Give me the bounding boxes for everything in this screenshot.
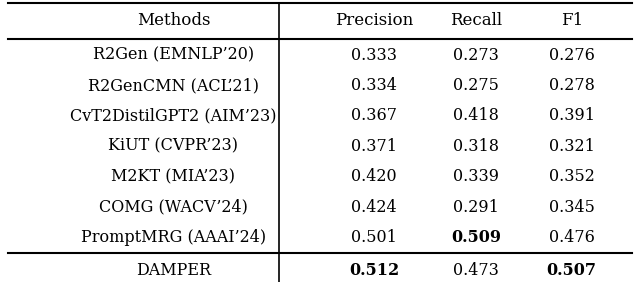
Text: R2GenCMN (ACL’21): R2GenCMN (ACL’21) — [88, 77, 259, 94]
Text: 0.509: 0.509 — [451, 229, 501, 246]
Text: R2Gen (EMNLP’20): R2Gen (EMNLP’20) — [93, 47, 254, 64]
Text: M2KT (MIA’23): M2KT (MIA’23) — [111, 168, 236, 185]
Text: DAMPER: DAMPER — [136, 262, 211, 279]
Text: 0.391: 0.391 — [548, 107, 595, 124]
Text: 0.418: 0.418 — [453, 107, 499, 124]
Text: 0.473: 0.473 — [453, 262, 499, 279]
Text: 0.507: 0.507 — [547, 262, 596, 279]
Text: 0.424: 0.424 — [351, 199, 397, 216]
Text: 0.276: 0.276 — [548, 47, 595, 64]
Text: 0.273: 0.273 — [453, 47, 499, 64]
Text: 0.501: 0.501 — [351, 229, 397, 246]
Text: 0.367: 0.367 — [351, 107, 397, 124]
Text: 0.333: 0.333 — [351, 47, 397, 64]
Text: Precision: Precision — [335, 12, 413, 29]
Text: 0.345: 0.345 — [548, 199, 595, 216]
Text: KiUT (CVPR’23): KiUT (CVPR’23) — [108, 138, 239, 155]
Text: 0.371: 0.371 — [351, 138, 397, 155]
Text: 0.321: 0.321 — [548, 138, 595, 155]
Text: 0.476: 0.476 — [548, 229, 595, 246]
Text: Methods: Methods — [137, 12, 210, 29]
Text: CvT2DistilGPT2 (AIM’23): CvT2DistilGPT2 (AIM’23) — [70, 107, 276, 124]
Text: 0.278: 0.278 — [548, 77, 595, 94]
Text: 0.512: 0.512 — [349, 262, 399, 279]
Text: 0.291: 0.291 — [453, 199, 499, 216]
Text: Recall: Recall — [450, 12, 502, 29]
Text: 0.334: 0.334 — [351, 77, 397, 94]
Text: COMG (WACV’24): COMG (WACV’24) — [99, 199, 248, 216]
Text: 0.318: 0.318 — [453, 138, 499, 155]
Text: F1: F1 — [561, 12, 583, 29]
Text: 0.420: 0.420 — [351, 168, 397, 185]
Text: 0.352: 0.352 — [548, 168, 595, 185]
Text: 0.275: 0.275 — [453, 77, 499, 94]
Text: 0.339: 0.339 — [453, 168, 499, 185]
Text: PromptMRG (AAAI’24): PromptMRG (AAAI’24) — [81, 229, 266, 246]
